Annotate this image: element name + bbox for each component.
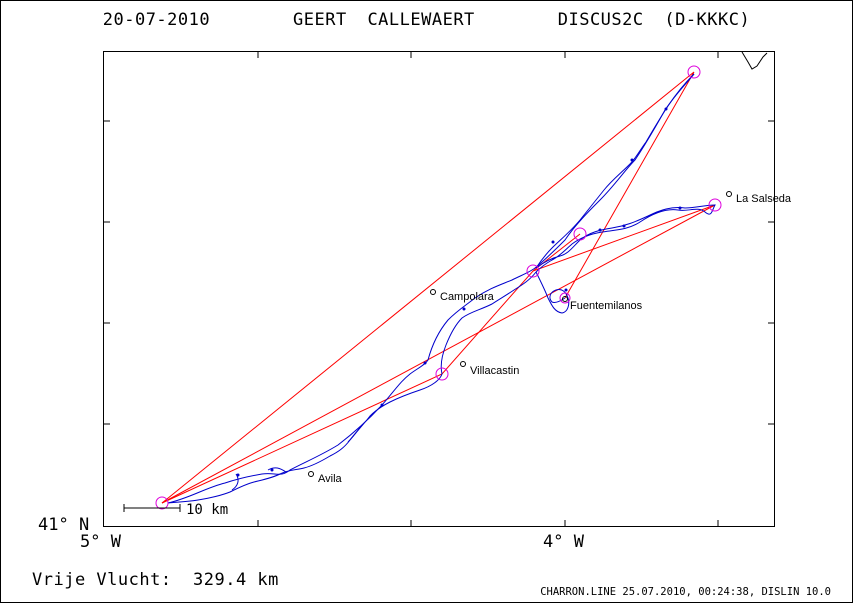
- turnpoints: [155, 65, 722, 510]
- credit-line: CHARRON.LINE 25.07.2010, 00:24:38, DISLI…: [540, 586, 831, 598]
- place-label-campolara: Campolara: [440, 291, 495, 303]
- latitude-label: 41° N: [38, 515, 90, 535]
- course-lines: [161, 71, 716, 504]
- gps-track: [167, 73, 716, 504]
- flight-title: 20-07-2010 GEERT CALLEWAERT DISCUS2C (D-…: [102, 10, 751, 30]
- longitude-label-left: 5° W: [80, 532, 121, 552]
- axis-ticks: [103, 51, 775, 527]
- border-line: [741, 51, 768, 70]
- plot-area: [103, 51, 775, 527]
- place-label-villacastin: Villacastin: [470, 365, 519, 377]
- scale-bar: [123, 504, 181, 512]
- distance-summary: Vrije Vlucht: 329.4 km: [32, 570, 279, 590]
- longitude-label-right: 4° W: [543, 532, 584, 552]
- track-markers: [236, 107, 682, 477]
- place-label-fuentemilanos: Fuentemilanos: [570, 300, 643, 312]
- place-label-la-salseda: La Salseda: [736, 193, 792, 205]
- place-markers: [308, 191, 732, 477]
- place-label-avila: Avila: [318, 473, 343, 485]
- scale-label: 10 km: [186, 502, 228, 518]
